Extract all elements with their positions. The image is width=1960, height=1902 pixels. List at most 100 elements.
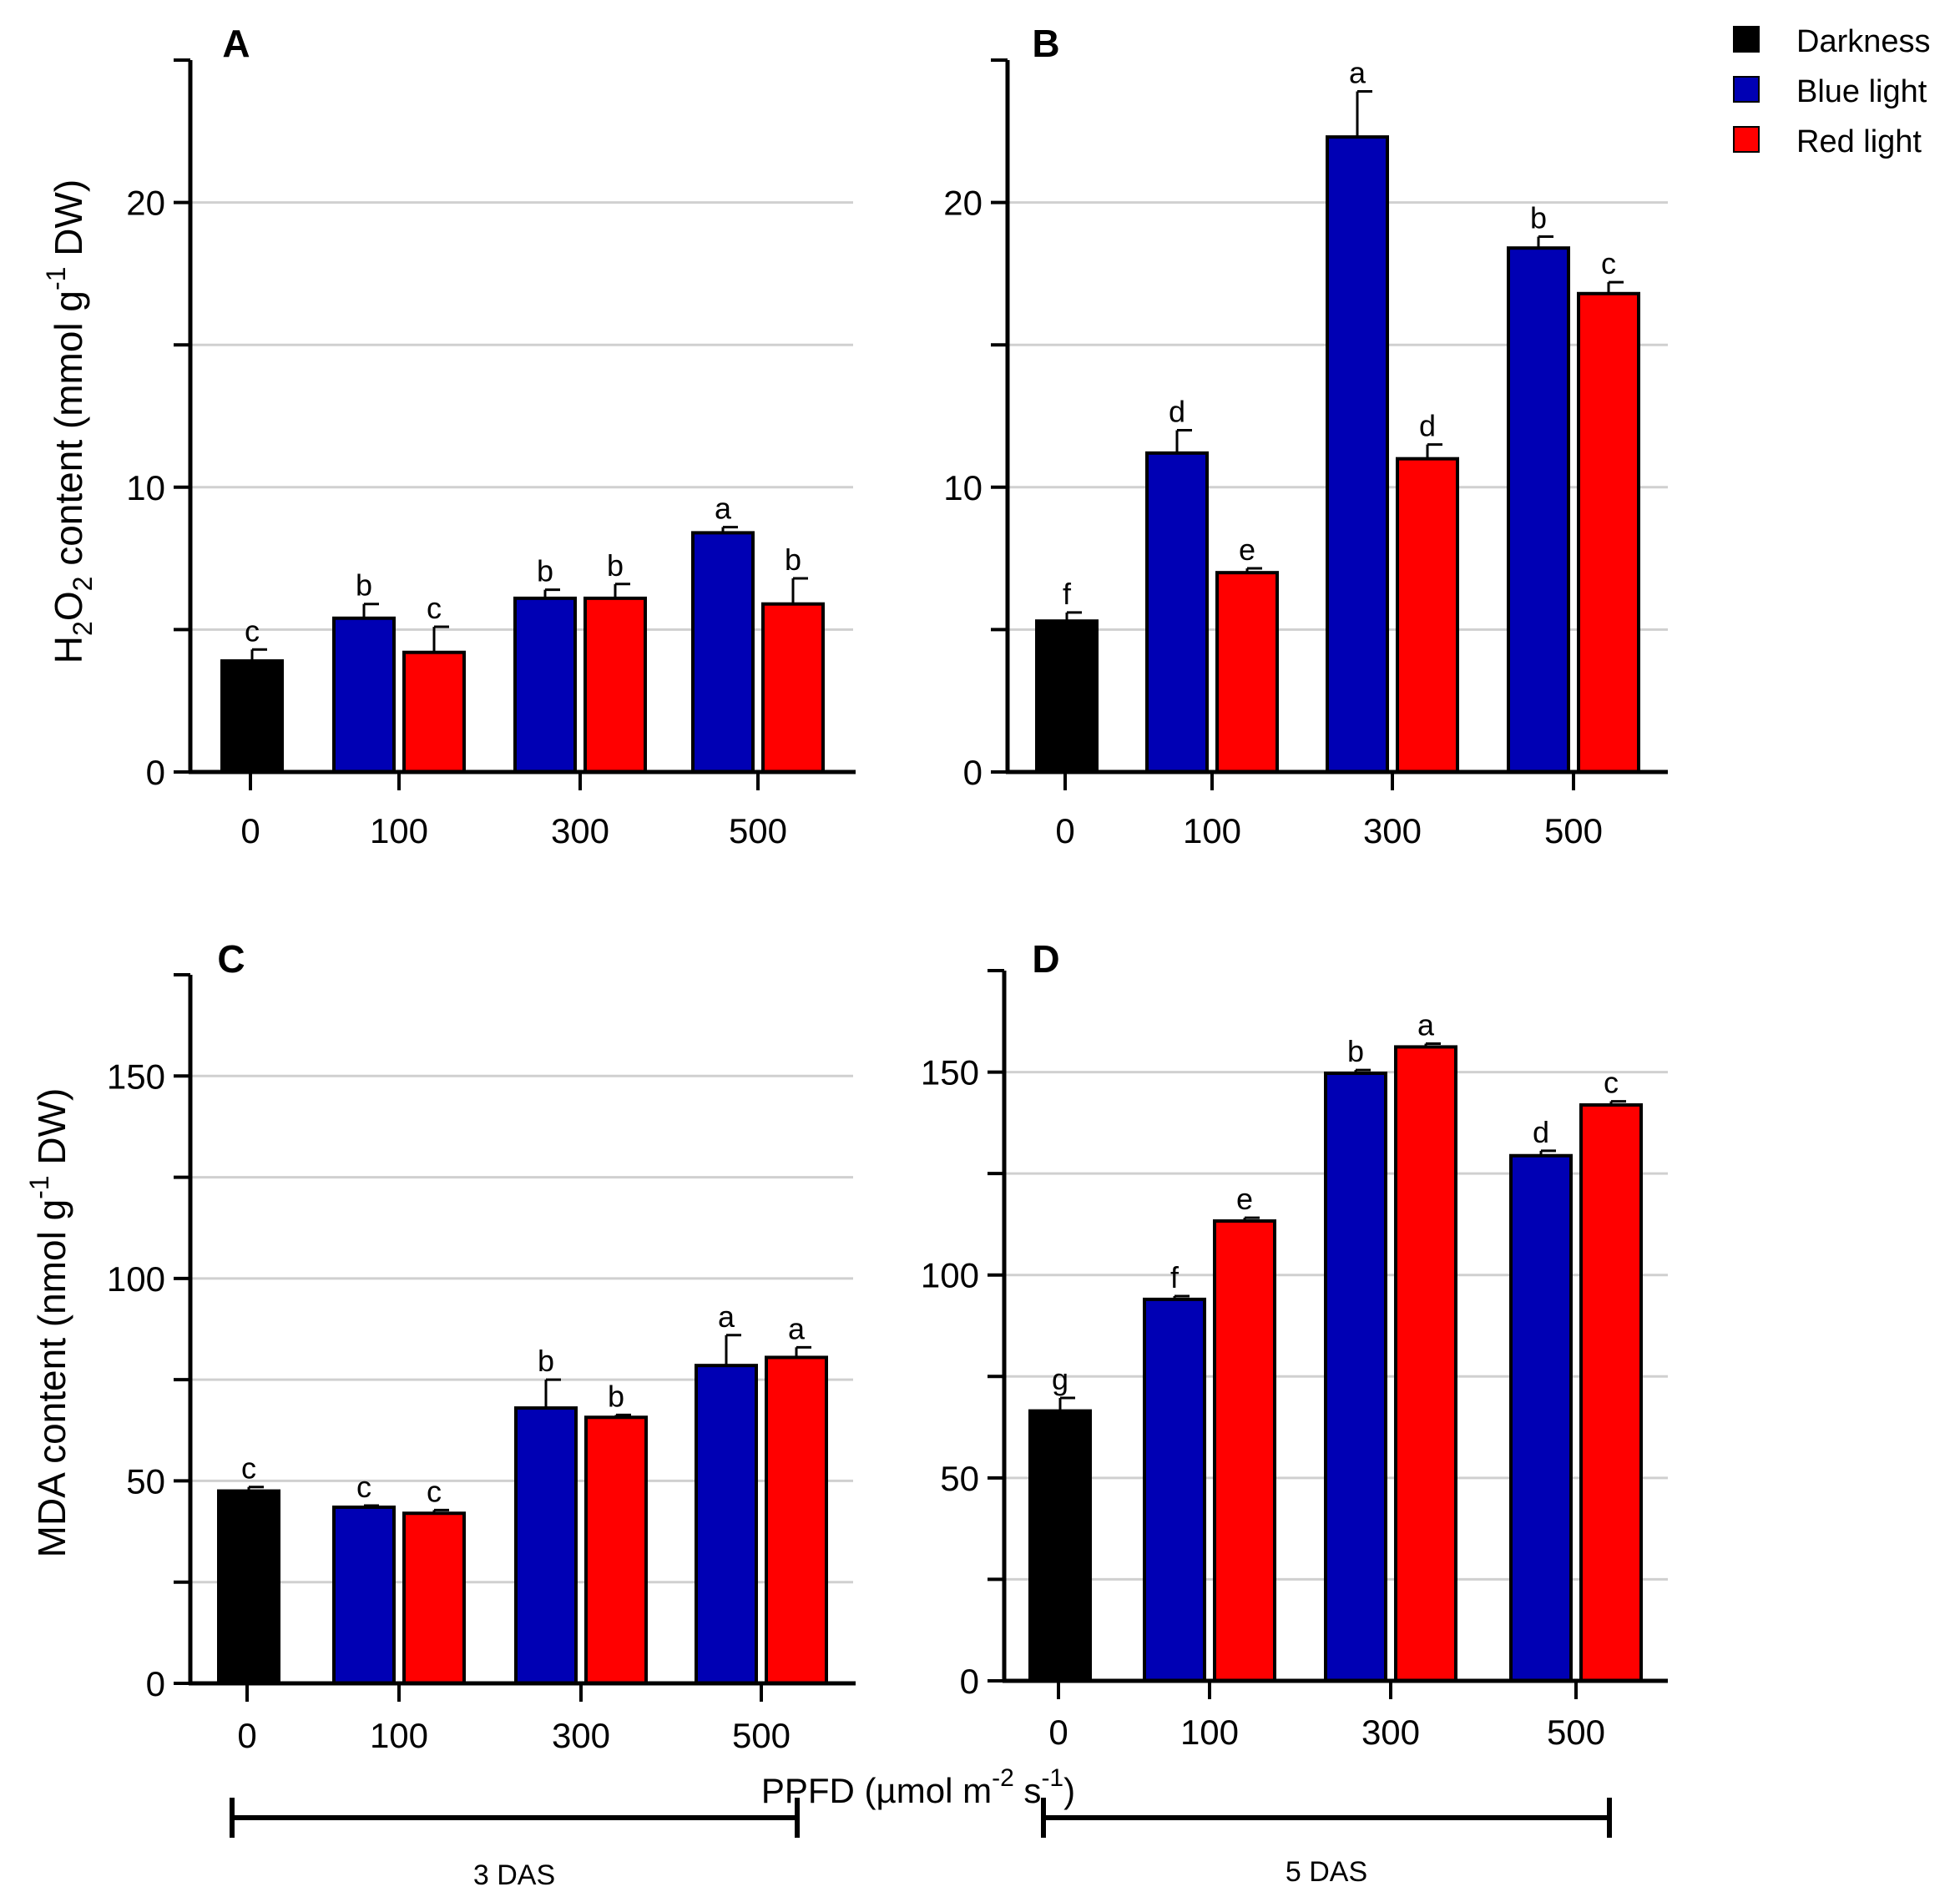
x-tick-label-d-100: 100 [1180, 1713, 1239, 1752]
bar-b-300-red-light [1396, 457, 1459, 774]
y-tick-label-d-0: 0 [960, 1662, 979, 1701]
sig-letter-d-300-red-light: a [1417, 1008, 1435, 1042]
panel-letter-b: B [1032, 22, 1059, 65]
sig-letter-c-300-blue-light: b [538, 1344, 554, 1378]
bar-d-300-blue-light [1324, 1072, 1387, 1683]
legend-swatch-blue-light [1733, 76, 1760, 103]
x-tick-label-a-500: 500 [729, 811, 787, 850]
bar-a-100-red-light [402, 650, 466, 774]
x-tick-label-a-0: 0 [240, 811, 260, 850]
legend-swatch-red-light [1733, 126, 1760, 153]
panel-letter-d: D [1032, 937, 1059, 981]
sig-letter-a-500-blue-light: a [715, 492, 732, 526]
bar-c-500-blue-light [695, 1364, 758, 1685]
legend: Darkness Blue light Red light [1733, 24, 1931, 159]
y-axis-title-h2o2: H2O2 content (mmol g-1 DW) [41, 179, 98, 663]
panel-letter-a: A [222, 22, 250, 65]
y-tick-label-c-50: 50 [126, 1461, 165, 1501]
y-axis-title-mda: MDA content (nmol g-1 DW) [24, 1088, 73, 1558]
bar-a-300-blue-light [513, 596, 577, 774]
bar-a-0-darkness [220, 658, 284, 774]
y-tick-label-c-0: 0 [146, 1664, 165, 1703]
bar-b-100-blue-light [1145, 451, 1209, 774]
y-tick-label-d-50: 50 [940, 1459, 979, 1498]
sig-letter-c-100-blue-light: c [356, 1470, 371, 1504]
bar-c-300-red-light [584, 1415, 648, 1685]
bar-c-100-blue-light [332, 1505, 396, 1686]
bar-c-300-blue-light [514, 1406, 578, 1686]
bar-d-100-blue-light [1143, 1297, 1206, 1683]
sig-letter-b-0-darkness: f [1063, 577, 1072, 611]
sig-letter-b-100-red-light: e [1239, 532, 1255, 567]
panel-d: g f e b a d c 0 50 100 150 0 100 300 500 D [921, 937, 1668, 1752]
x-tick-label-a-100: 100 [370, 811, 428, 850]
y-tick-label-b-20: 20 [943, 184, 983, 223]
bar-a-300-red-light [583, 596, 647, 774]
x-tick-label-d-300: 300 [1361, 1713, 1420, 1752]
bar-b-100-red-light [1215, 571, 1279, 774]
y-tick-label-d-100: 100 [921, 1256, 979, 1295]
legend-label-darkness: Darkness [1796, 24, 1931, 59]
bar-d-100-red-light [1213, 1219, 1276, 1683]
y-tick-label-a-20: 20 [126, 184, 165, 223]
x-tick-label-b-300: 300 [1363, 811, 1422, 850]
sig-letter-b-500-red-light: c [1601, 246, 1616, 280]
bar-a-500-red-light [761, 602, 825, 774]
bar-b-300-blue-light [1326, 135, 1389, 774]
sig-letter-d-100-blue-light: f [1170, 1260, 1180, 1294]
bar-b-500-blue-light [1507, 246, 1570, 774]
bar-a-100-blue-light [332, 616, 396, 774]
x-tick-label-b-500: 500 [1544, 811, 1603, 850]
sig-letter-a-500-red-light: b [785, 542, 801, 577]
bar-c-0-darkness [217, 1489, 280, 1685]
panel-a: c b c b b a b 0 10 20 0 100 300 500 A [126, 22, 856, 850]
x-tick-label-d-500: 500 [1547, 1713, 1605, 1752]
panel-c: c c c b b a a 0 50 100 150 0 100 300 500 C [107, 937, 856, 1755]
y-tick-label-b-0: 0 [963, 753, 983, 792]
sig-letter-a-100-blue-light: b [356, 568, 372, 603]
sig-letter-a-300-blue-light: b [537, 554, 553, 588]
y-tick-label-a-0: 0 [146, 753, 165, 792]
x-tick-label-c-500: 500 [732, 1716, 791, 1755]
sig-letter-d-500-blue-light: d [1533, 1115, 1549, 1149]
x-tick-label-c-300: 300 [552, 1716, 610, 1755]
x-tick-label-b-100: 100 [1183, 811, 1241, 850]
das-bracket-3: 3 DAS [230, 1798, 800, 1891]
bar-b-500-red-light [1577, 291, 1640, 774]
sig-letter-b-300-red-light: d [1419, 409, 1436, 443]
sig-letter-d-500-red-light: c [1604, 1066, 1619, 1100]
panel-letter-c: C [217, 937, 245, 981]
sig-letter-a-300-red-light: b [607, 548, 624, 583]
y-tick-label-c-100: 100 [107, 1259, 165, 1299]
legend-label-blue-light: Blue light [1796, 74, 1927, 109]
bar-d-500-red-light [1579, 1102, 1643, 1683]
bar-b-0-darkness [1035, 619, 1099, 774]
das-bracket-5: 5 DAS [1041, 1798, 1612, 1888]
y-tick-label-a-10: 10 [126, 468, 165, 507]
sig-letter-c-0-darkness: c [241, 1451, 256, 1486]
sig-letter-b-300-blue-light: a [1349, 56, 1366, 90]
x-tick-label-c-100: 100 [370, 1716, 428, 1755]
sig-letter-c-500-red-light: a [788, 1311, 806, 1345]
legend-label-red-light: Red light [1796, 124, 1922, 159]
legend-swatch-darkness [1733, 26, 1760, 53]
x-tick-label-c-0: 0 [237, 1716, 256, 1755]
sig-letter-c-300-red-light: b [608, 1379, 624, 1413]
bar-d-500-blue-light [1509, 1153, 1573, 1683]
das-label-5: 5 DAS [1286, 1856, 1367, 1888]
bar-c-100-red-light [402, 1511, 466, 1685]
bar-c-500-red-light [765, 1355, 828, 1685]
sig-letter-b-500-blue-light: b [1530, 201, 1547, 235]
x-tick-label-b-0: 0 [1055, 811, 1074, 850]
sig-letter-c-100-red-light: c [427, 1474, 442, 1508]
x-tick-label-a-300: 300 [551, 811, 609, 850]
x-axis-title: PPFD (µmol m-2 s-1) [761, 1764, 1075, 1810]
sig-letter-a-0-darkness: c [245, 613, 260, 648]
sig-letter-d-300-blue-light: b [1347, 1034, 1364, 1068]
y-tick-label-b-10: 10 [943, 468, 983, 507]
bar-a-500-blue-light [691, 531, 755, 774]
y-tick-label-d-150: 150 [921, 1053, 979, 1092]
bar-d-0-darkness [1028, 1409, 1092, 1683]
sig-letter-d-0-darkness: g [1052, 1362, 1068, 1396]
